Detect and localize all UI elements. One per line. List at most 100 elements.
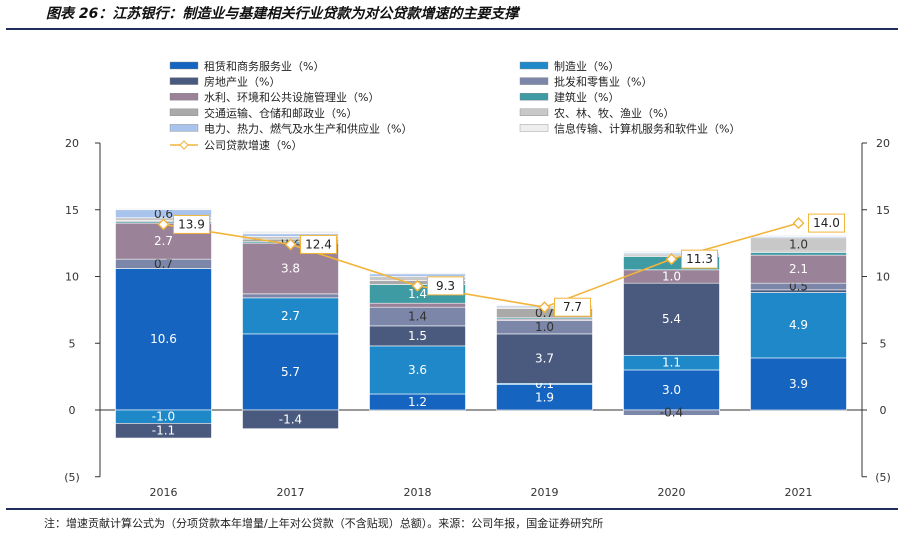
bar-segment [623, 369, 720, 411]
legend-swatch [519, 108, 549, 117]
legend-swatch [519, 124, 549, 132]
bar-data-label: 1.0 [789, 237, 808, 251]
bar-data-label: 0.6 [154, 207, 173, 221]
bar-segment [623, 409, 720, 416]
legend-label: 房地产业（%） [204, 75, 280, 89]
bar-data-label: 1.0 [535, 320, 554, 334]
bar-data-label: 1.4 [408, 310, 427, 324]
y-tick-label-left: 5 [69, 337, 76, 350]
bar-data-label: 1.4 [408, 287, 427, 301]
growth-label-box [300, 234, 337, 254]
legend-label: 电力、热力、燃气及水生产和供应业（%） [204, 121, 412, 135]
x-tick-label: 2020 [658, 486, 686, 499]
legend-label: 水利、环境和公共设施管理业（%） [204, 90, 379, 104]
legend-swatch [519, 61, 549, 70]
growth-data-label: 13.9 [178, 217, 205, 231]
legend-swatch [519, 92, 549, 101]
y-tick-label-right: 0 [880, 404, 887, 417]
x-tick-label: 2018 [404, 486, 432, 499]
growth-marker [411, 279, 424, 292]
legend-label: 建筑业（%） [554, 90, 619, 104]
legend-label: 批发和零售业（%） [554, 75, 652, 89]
legend-label: 租赁和商务服务业（%） [204, 59, 324, 73]
bar-segment [369, 272, 466, 275]
legend-swatch [169, 61, 199, 70]
growth-data-label: 9.3 [436, 279, 455, 293]
growth-marker [792, 217, 805, 230]
y-tick-label-left: 15 [65, 204, 79, 217]
growth-label-box [427, 276, 464, 296]
growth-data-label: 11.3 [686, 252, 713, 266]
y-tick-label-left: 10 [65, 271, 79, 284]
bar-data-label: 3.9 [789, 377, 808, 391]
y-tick-label-right: 5 [880, 337, 887, 350]
y-tick-label-right: 20 [876, 137, 890, 150]
bar-data-label: 1.0 [662, 270, 681, 284]
bar-data-label: 3.8 [281, 261, 300, 275]
bar-segment [242, 297, 339, 335]
bar-segment [750, 234, 847, 237]
growth-label-box [554, 297, 591, 317]
bar-data-label: 3.0 [662, 383, 681, 397]
bar-segment [242, 230, 339, 235]
bar-data-label: 2.7 [154, 234, 173, 248]
bar-segment [750, 252, 847, 256]
legend-swatch [169, 92, 199, 101]
y-tick-label-left: 0 [69, 404, 76, 417]
growth-data-label: 7.7 [563, 300, 582, 314]
bar-segment [369, 302, 466, 308]
growth-marker [157, 218, 170, 231]
legend-swatch [519, 77, 549, 85]
bar-data-label: 5.7 [281, 365, 300, 379]
x-tick-label: 2017 [277, 486, 305, 499]
legend-label: 制造业（%） [554, 59, 619, 73]
bar-segment [496, 333, 593, 384]
title-bar [6, 4, 898, 30]
bar-data-label: 2.1 [789, 262, 808, 276]
bar-segment [750, 292, 847, 359]
figure-title: 图表 26：江苏银行：制造业与基建相关行业贷款为对公贷款增速的主要支撑 [46, 6, 519, 22]
bar-data-label: 1.5 [408, 329, 427, 343]
bar-data-label: 0.7 [154, 257, 173, 271]
bar-data-label: -0.4 [660, 406, 683, 420]
y-tick-label-left: 20 [65, 137, 79, 150]
bar-data-label: -1.4 [279, 412, 302, 426]
bar-segment [623, 282, 720, 356]
bar-segment [242, 333, 339, 411]
bar-data-label: 1.1 [662, 356, 681, 370]
growth-data-label: 12.4 [305, 237, 332, 251]
bar-segment [115, 208, 212, 211]
y-tick-label-left: (5) [64, 471, 80, 484]
y-tick-label-right: 15 [876, 204, 890, 217]
x-tick-label: 2021 [785, 486, 813, 499]
growth-label-box [681, 249, 718, 269]
bar-data-label: 0.7 [535, 306, 554, 320]
growth-label-box [173, 214, 210, 234]
bar-data-label: -1.1 [152, 424, 175, 438]
bar-segment [496, 384, 593, 411]
bar-data-label: 1.9 [535, 390, 554, 404]
growth-data-label: 14.0 [813, 216, 840, 230]
y-tick-label-right: 10 [876, 271, 890, 284]
bar-data-label: 1.2 [408, 395, 427, 409]
footnote: 注：增速贡献计算公式为（分项贷款本年增量/上年对公贷款（不含贴现）总额）。来源：… [44, 517, 604, 530]
x-tick-label: 2019 [531, 486, 559, 499]
y-tick-label-right: (5) [875, 471, 891, 484]
bar-segment [242, 293, 339, 299]
bar-segment [623, 250, 720, 253]
bar-segment [115, 268, 212, 411]
bar-segment [242, 409, 339, 429]
legend-label: 农、林、牧、渔业（%） [554, 106, 674, 120]
growth-marker [284, 238, 297, 251]
bar-segment [115, 423, 212, 439]
growth-label-box [808, 213, 845, 233]
legend-label: 交通运输、仓储和邮政业（%） [204, 106, 357, 120]
legend-label: 公司贷款增速（%） [204, 138, 302, 152]
note-divider [6, 508, 898, 510]
bar-data-label: 3.7 [535, 352, 554, 366]
bar-data-label: 2.7 [281, 309, 300, 323]
bar-data-label: 3.6 [408, 363, 427, 377]
bar-data-label: 4.9 [789, 318, 808, 332]
legend-line-marker [179, 140, 189, 150]
